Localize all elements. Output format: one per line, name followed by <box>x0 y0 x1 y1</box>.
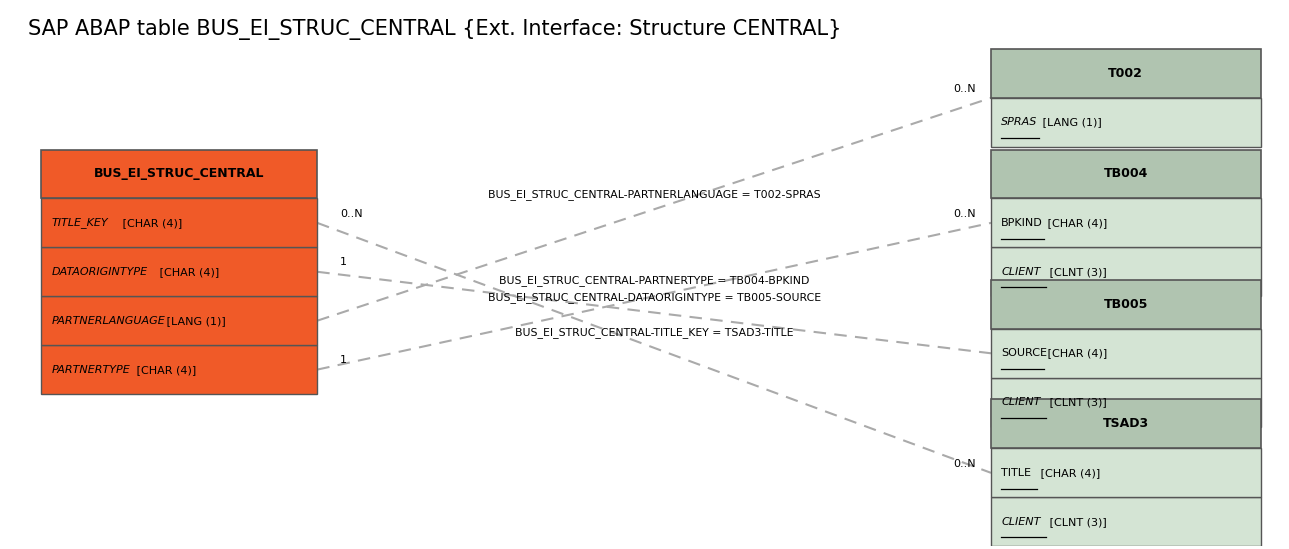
FancyBboxPatch shape <box>991 248 1261 296</box>
FancyBboxPatch shape <box>41 248 317 296</box>
Text: [CHAR (4)]: [CHAR (4)] <box>119 218 182 228</box>
Text: [CHAR (4)]: [CHAR (4)] <box>134 365 197 374</box>
FancyBboxPatch shape <box>41 149 317 198</box>
Text: SAP ABAP table BUS_EI_STRUC_CENTRAL {Ext. Interface: Structure CENTRAL}: SAP ABAP table BUS_EI_STRUC_CENTRAL {Ext… <box>28 19 842 40</box>
Text: 1: 1 <box>340 257 347 267</box>
Text: BUS_EI_STRUC_CENTRAL: BUS_EI_STRUC_CENTRAL <box>94 167 264 181</box>
Text: TB005: TB005 <box>1103 298 1148 311</box>
Text: CLIENT: CLIENT <box>1002 267 1040 277</box>
Text: TB004: TB004 <box>1103 167 1148 181</box>
FancyBboxPatch shape <box>991 280 1261 329</box>
Text: PARTNERLANGUAGE: PARTNERLANGUAGE <box>52 316 165 326</box>
Text: CLIENT: CLIENT <box>1002 517 1040 527</box>
Text: BUS_EI_STRUC_CENTRAL-TITLE_KEY = TSAD3-TITLE: BUS_EI_STRUC_CENTRAL-TITLE_KEY = TSAD3-T… <box>514 327 793 338</box>
Text: BUS_EI_STRUC_CENTRAL-DATAORIGINTYPE = TB005-SOURCE: BUS_EI_STRUC_CENTRAL-DATAORIGINTYPE = TB… <box>487 292 821 302</box>
FancyBboxPatch shape <box>991 378 1261 427</box>
FancyBboxPatch shape <box>991 449 1261 497</box>
Text: SPRAS: SPRAS <box>1002 117 1038 127</box>
Text: BUS_EI_STRUC_CENTRAL-PARTNERTYPE = TB004-BPKIND: BUS_EI_STRUC_CENTRAL-PARTNERTYPE = TB004… <box>499 276 809 287</box>
Text: 0..N: 0..N <box>953 83 976 93</box>
Text: 0..N: 0..N <box>953 209 976 219</box>
Text: [CHAR (4)]: [CHAR (4)] <box>156 267 219 277</box>
Text: T002: T002 <box>1109 67 1143 80</box>
Text: PARTNERTYPE: PARTNERTYPE <box>52 365 130 374</box>
Text: CLIENT: CLIENT <box>1002 397 1040 407</box>
Text: 0..N: 0..N <box>953 458 976 468</box>
Text: 1: 1 <box>340 355 347 365</box>
FancyBboxPatch shape <box>991 149 1261 198</box>
Text: [CLNT (3)]: [CLNT (3)] <box>1045 397 1107 407</box>
Text: TITLE_KEY: TITLE_KEY <box>52 217 108 228</box>
Text: [CHAR (4)]: [CHAR (4)] <box>1044 218 1107 228</box>
FancyBboxPatch shape <box>41 198 317 248</box>
FancyBboxPatch shape <box>991 329 1261 378</box>
FancyBboxPatch shape <box>991 400 1261 449</box>
Text: DATAORIGINTYPE: DATAORIGINTYPE <box>52 267 148 277</box>
FancyBboxPatch shape <box>41 345 317 394</box>
Text: 0..N: 0..N <box>340 209 363 219</box>
FancyBboxPatch shape <box>991 198 1261 248</box>
Text: [CLNT (3)]: [CLNT (3)] <box>1045 267 1107 277</box>
Text: [LANG (1)]: [LANG (1)] <box>164 316 226 326</box>
Text: BUS_EI_STRUC_CENTRAL-PARTNERLANGUAGE = T002-SPRAS: BUS_EI_STRUC_CENTRAL-PARTNERLANGUAGE = T… <box>487 189 820 199</box>
FancyBboxPatch shape <box>991 497 1261 546</box>
Text: TSAD3: TSAD3 <box>1102 417 1148 430</box>
Text: [LANG (1)]: [LANG (1)] <box>1039 117 1101 127</box>
Text: [CHAR (4)]: [CHAR (4)] <box>1036 468 1100 478</box>
Text: [CHAR (4)]: [CHAR (4)] <box>1044 348 1107 358</box>
Text: TITLE: TITLE <box>1002 468 1031 478</box>
FancyBboxPatch shape <box>991 98 1261 147</box>
Text: [CLNT (3)]: [CLNT (3)] <box>1045 517 1107 527</box>
Text: SOURCE: SOURCE <box>1002 348 1047 358</box>
FancyBboxPatch shape <box>991 49 1261 98</box>
Text: BPKIND: BPKIND <box>1002 218 1043 228</box>
FancyBboxPatch shape <box>41 296 317 345</box>
